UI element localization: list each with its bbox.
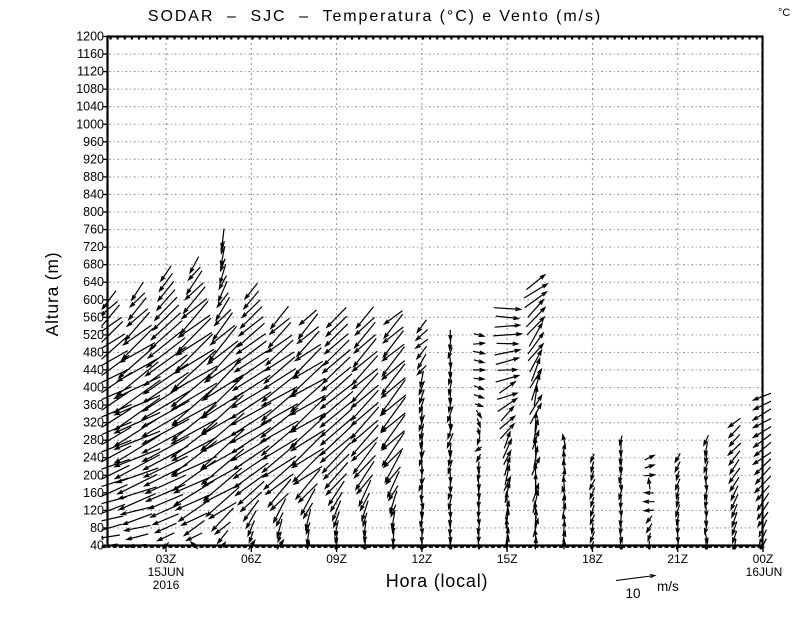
svg-text:200: 200 bbox=[83, 468, 104, 482]
svg-text:09Z: 09Z bbox=[326, 552, 347, 566]
svg-text:00Z: 00Z bbox=[753, 552, 774, 566]
svg-text:480: 480 bbox=[83, 345, 104, 359]
svg-text:920: 920 bbox=[83, 152, 104, 166]
svg-text:680: 680 bbox=[83, 258, 104, 272]
svg-text:40: 40 bbox=[90, 539, 104, 553]
svg-text:360: 360 bbox=[83, 398, 104, 412]
svg-text:1000: 1000 bbox=[76, 117, 104, 131]
svg-text:18Z: 18Z bbox=[582, 552, 603, 566]
svg-text:160: 160 bbox=[83, 486, 104, 500]
svg-text:1040: 1040 bbox=[76, 100, 104, 114]
svg-text:2016: 2016 bbox=[153, 578, 180, 592]
svg-text:440: 440 bbox=[83, 363, 104, 377]
svg-text:640: 640 bbox=[83, 275, 104, 289]
svg-text:°C: °C bbox=[778, 7, 790, 19]
svg-text:10: 10 bbox=[625, 586, 640, 601]
svg-text:320: 320 bbox=[83, 416, 104, 430]
svg-text:560: 560 bbox=[83, 310, 104, 324]
svg-text:m/s: m/s bbox=[657, 579, 679, 594]
svg-text:800: 800 bbox=[83, 205, 104, 219]
svg-text:760: 760 bbox=[83, 223, 104, 237]
svg-text:400: 400 bbox=[83, 381, 104, 395]
svg-text:600: 600 bbox=[83, 293, 104, 307]
svg-text:280: 280 bbox=[83, 433, 104, 447]
svg-text:16JUN: 16JUN bbox=[746, 565, 783, 579]
svg-text:1120: 1120 bbox=[77, 65, 104, 79]
svg-text:06Z: 06Z bbox=[241, 552, 262, 566]
svg-text:SODAR – SJC – Temperatura: SODAR – SJC – Temperatura (°C) e Vento (… bbox=[148, 8, 602, 25]
svg-text:80: 80 bbox=[90, 521, 104, 535]
svg-text:880: 880 bbox=[83, 170, 104, 184]
svg-text:15Z: 15Z bbox=[497, 552, 518, 566]
svg-text:21Z: 21Z bbox=[667, 552, 688, 566]
svg-text:12Z: 12Z bbox=[412, 552, 433, 566]
svg-text:960: 960 bbox=[83, 135, 104, 149]
svg-text:120: 120 bbox=[83, 503, 104, 517]
svg-text:1080: 1080 bbox=[76, 82, 104, 96]
svg-text:720: 720 bbox=[83, 240, 104, 254]
svg-text:Altura (m): Altura (m) bbox=[42, 252, 62, 337]
svg-text:240: 240 bbox=[83, 451, 104, 465]
svg-text:Hora (local): Hora (local) bbox=[386, 571, 489, 591]
svg-text:520: 520 bbox=[83, 328, 104, 342]
svg-text:03Z: 03Z bbox=[156, 552, 177, 566]
svg-text:840: 840 bbox=[83, 187, 104, 201]
svg-text:15JUN: 15JUN bbox=[148, 565, 185, 579]
svg-text:1200: 1200 bbox=[76, 30, 104, 44]
svg-text:1160: 1160 bbox=[77, 47, 104, 61]
